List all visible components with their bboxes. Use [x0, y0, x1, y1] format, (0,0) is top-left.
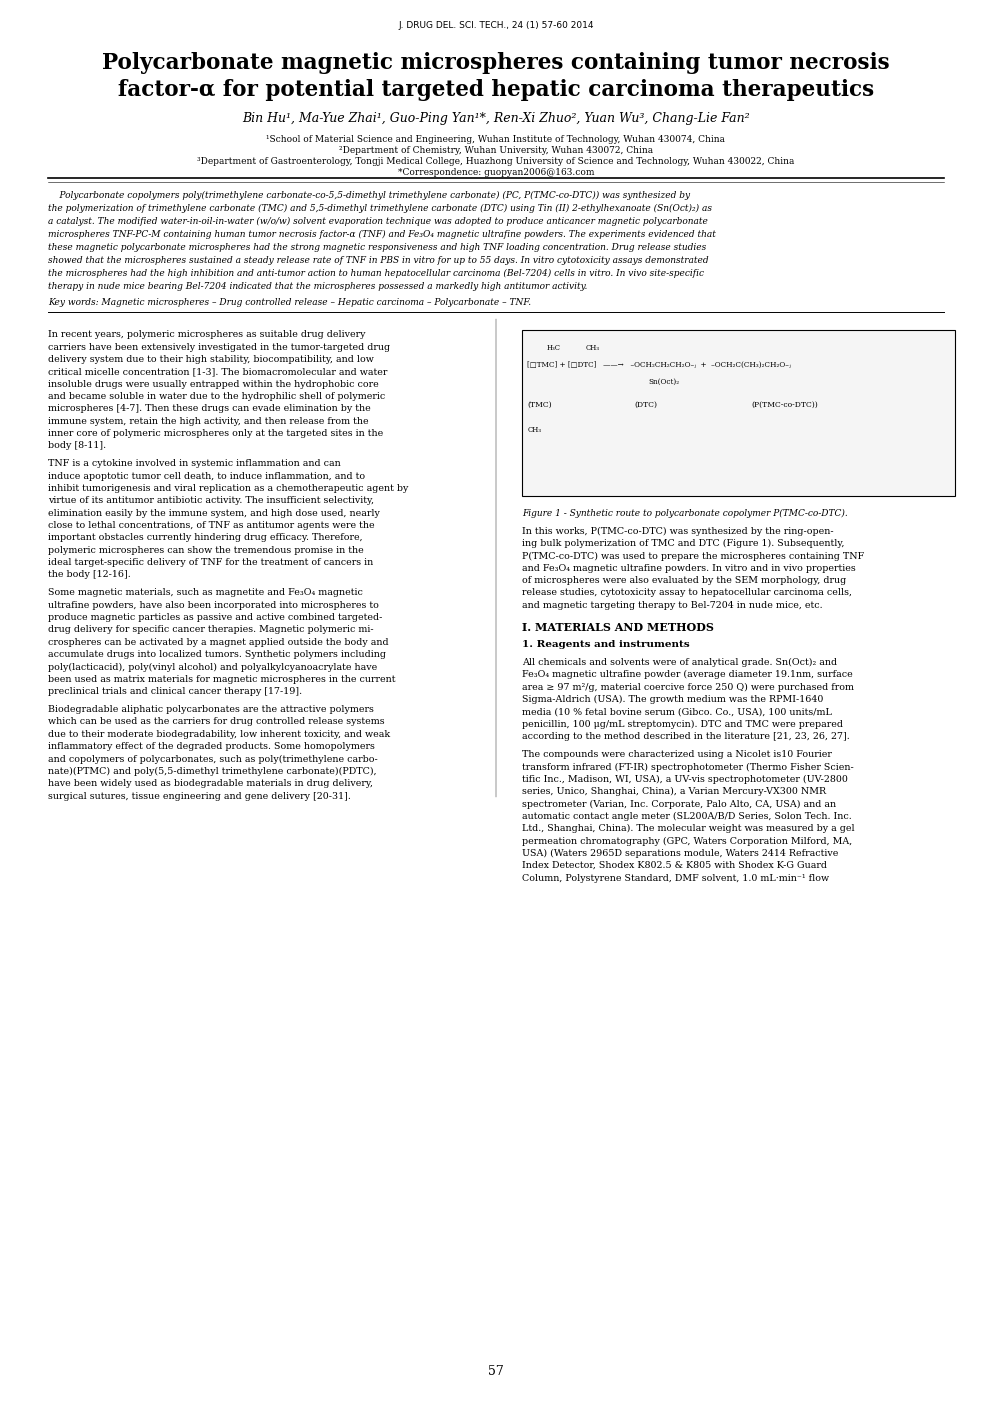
Text: inhibit tumorigenesis and viral replication as a chemotherapeutic agent by: inhibit tumorigenesis and viral replicat…	[49, 484, 409, 492]
Text: the polymerization of trimethylene carbonate (TMC) and 5,5-dimethyl trimethylene: the polymerization of trimethylene carbo…	[49, 203, 712, 213]
Text: microspheres [4-7]. Then these drugs can evade elimination by the: microspheres [4-7]. Then these drugs can…	[49, 404, 371, 414]
Text: CH₃: CH₃	[585, 344, 599, 352]
Text: according to the method described in the literature [21, 23, 26, 27].: according to the method described in the…	[522, 732, 850, 741]
Text: poly(lacticacid), poly(vinyl alcohol) and polyalkylcyanoacrylate have: poly(lacticacid), poly(vinyl alcohol) an…	[49, 662, 378, 672]
Text: Sn(Oct)₂: Sn(Oct)₂	[649, 377, 680, 386]
Text: nate)(PTMC) and poly(5,5-dimethyl trimethylene carbonate)(PDTC),: nate)(PTMC) and poly(5,5-dimethyl trimet…	[49, 767, 377, 776]
Text: Fe₃O₄ magnetic ultrafine powder (average diameter 19.1nm, surface: Fe₃O₄ magnetic ultrafine powder (average…	[522, 671, 853, 679]
Text: delivery system due to their high stability, biocompatibility, and low: delivery system due to their high stabil…	[49, 355, 374, 363]
Text: All chemicals and solvents were of analytical grade. Sn(Oct)₂ and: All chemicals and solvents were of analy…	[522, 658, 837, 668]
Text: inner core of polymeric microspheres only at the targeted sites in the: inner core of polymeric microspheres onl…	[49, 429, 384, 438]
Text: ideal target-specific delivery of TNF for the treatment of cancers in: ideal target-specific delivery of TNF fo…	[49, 558, 374, 567]
Text: have been widely used as biodegradable materials in drug delivery,: have been widely used as biodegradable m…	[49, 779, 373, 788]
Text: USA) (Waters 2965D separations module, Waters 2414 Refractive: USA) (Waters 2965D separations module, W…	[522, 849, 838, 859]
Text: (P(TMC-co-DTC)): (P(TMC-co-DTC))	[751, 400, 817, 408]
Text: [□TMC] + [□DTC]   ——→   –OCH₂CH₂CH₂O–ⱼ  +  –OCH₂C(CH₃)₂CH₂O–ⱼ: [□TMC] + [□DTC] ——→ –OCH₂CH₂CH₂O–ⱼ + –OC…	[527, 361, 791, 369]
Text: drug delivery for specific cancer therapies. Magnetic polymeric mi-: drug delivery for specific cancer therap…	[49, 626, 374, 634]
Text: P(TMC-co-DTC) was used to prepare the microspheres containing TNF: P(TMC-co-DTC) was used to prepare the mi…	[522, 551, 864, 561]
Text: close to lethal concentrations, of TNF as antitumor agents were the: close to lethal concentrations, of TNF a…	[49, 521, 375, 530]
Text: Bin Hu¹, Ma-Yue Zhai¹, Guo-Ping Yan¹*, Ren-Xi Zhuo², Yuan Wu³, Chang-Lie Fan²: Bin Hu¹, Ma-Yue Zhai¹, Guo-Ping Yan¹*, R…	[242, 112, 750, 125]
Text: ¹School of Material Science and Engineering, Wuhan Institute of Technology, Wuha: ¹School of Material Science and Engineer…	[267, 135, 725, 143]
Text: area ≥ 97 m²/g, material coercive force 250 Q) were purchased from: area ≥ 97 m²/g, material coercive force …	[522, 683, 854, 692]
Text: ³Department of Gastroenterology, Tongji Medical College, Huazhong University of : ³Department of Gastroenterology, Tongji …	[197, 157, 795, 166]
Text: these magnetic polycarbonate microspheres had the strong magnetic responsiveness: these magnetic polycarbonate microsphere…	[49, 243, 706, 253]
Text: Sigma-Aldrich (USA). The growth medium was the RPMI-1640: Sigma-Aldrich (USA). The growth medium w…	[522, 694, 823, 704]
Text: carriers have been extensively investigated in the tumor-targeted drug: carriers have been extensively investiga…	[49, 342, 391, 352]
Text: Polycarbonate copolymers poly(trimethylene carbonate-co-5,5-dimethyl trimethylen: Polycarbonate copolymers poly(trimethyle…	[49, 191, 690, 201]
Text: Column, Polystyrene Standard, DMF solvent, 1.0 mL·min⁻¹ flow: Column, Polystyrene Standard, DMF solven…	[522, 874, 829, 882]
Text: microspheres TNF-PC-M containing human tumor necrosis factor-α (TNF) and Fe₃O₄ m: microspheres TNF-PC-M containing human t…	[49, 230, 716, 239]
Text: 1. Reagents and instruments: 1. Reagents and instruments	[522, 640, 689, 648]
Text: tific Inc., Madison, WI, USA), a UV-vis spectrophotometer (UV-2800: tific Inc., Madison, WI, USA), a UV-vis …	[522, 774, 848, 784]
Text: H₃C: H₃C	[547, 344, 560, 352]
Text: which can be used as the carriers for drug controlled release systems: which can be used as the carriers for dr…	[49, 717, 385, 727]
Text: release studies, cytotoxicity assay to hepatocellular carcinoma cells,: release studies, cytotoxicity assay to h…	[522, 588, 852, 598]
Text: crospheres can be activated by a magnet applied outside the body and: crospheres can be activated by a magnet …	[49, 638, 389, 647]
Text: The compounds were characterized using a Nicolet is10 Fourier: The compounds were characterized using a…	[522, 751, 832, 759]
Text: insoluble drugs were usually entrapped within the hydrophobic core: insoluble drugs were usually entrapped w…	[49, 380, 379, 389]
Text: media (10 % fetal bovine serum (Gibco. Co., USA), 100 units/mL: media (10 % fetal bovine serum (Gibco. C…	[522, 707, 832, 717]
Text: Biodegradable aliphatic polycarbonates are the attractive polymers: Biodegradable aliphatic polycarbonates a…	[49, 706, 374, 714]
FancyBboxPatch shape	[522, 330, 955, 495]
Text: transform infrared (FT-IR) spectrophotometer (Thermo Fisher Scien-: transform infrared (FT-IR) spectrophotom…	[522, 762, 854, 772]
Text: Index Detector, Shodex K802.5 & K805 with Shodex K-G Guard: Index Detector, Shodex K802.5 & K805 wit…	[522, 861, 827, 870]
Text: J. DRUG DEL. SCI. TECH., 24 (1) 57-60 2014: J. DRUG DEL. SCI. TECH., 24 (1) 57-60 20…	[398, 21, 594, 29]
Text: inflammatory effect of the degraded products. Some homopolymers: inflammatory effect of the degraded prod…	[49, 742, 375, 751]
Text: important obstacles currently hindering drug efficacy. Therefore,: important obstacles currently hindering …	[49, 533, 363, 543]
Text: Some magnetic materials, such as magnetite and Fe₃O₄ magnetic: Some magnetic materials, such as magneti…	[49, 588, 363, 598]
Text: accumulate drugs into localized tumors. Synthetic polymers including: accumulate drugs into localized tumors. …	[49, 650, 386, 659]
Text: 57: 57	[488, 1365, 504, 1378]
Text: immune system, retain the high activity, and then release from the: immune system, retain the high activity,…	[49, 417, 369, 425]
Text: ²Department of Chemistry, Wuhan University, Wuhan 430072, China: ²Department of Chemistry, Wuhan Universi…	[339, 146, 653, 154]
Text: I. MATERIALS AND METHODS: I. MATERIALS AND METHODS	[522, 622, 714, 633]
Text: ing bulk polymerization of TMC and DTC (Figure 1). Subsequently,: ing bulk polymerization of TMC and DTC (…	[522, 539, 845, 549]
Text: In recent years, polymeric microspheres as suitable drug delivery: In recent years, polymeric microspheres …	[49, 330, 366, 340]
Text: series, Unico, Shanghai, China), a Varian Mercury-VX300 NMR: series, Unico, Shanghai, China), a Varia…	[522, 787, 826, 797]
Text: and magnetic targeting therapy to Bel-7204 in nude mice, etc.: and magnetic targeting therapy to Bel-72…	[522, 600, 823, 610]
Text: critical micelle concentration [1-3]. The biomacromolecular and water: critical micelle concentration [1-3]. Th…	[49, 368, 388, 376]
Text: polymeric microspheres can show the tremendous promise in the: polymeric microspheres can show the trem…	[49, 546, 364, 554]
Text: induce apoptotic tumor cell death, to induce inflammation, and to: induce apoptotic tumor cell death, to in…	[49, 471, 365, 481]
Text: produce magnetic particles as passive and active combined targeted-: produce magnetic particles as passive an…	[49, 613, 383, 622]
Text: body [8-11].: body [8-11].	[49, 442, 106, 450]
Text: due to their moderate biodegradability, low inherent toxicity, and weak: due to their moderate biodegradability, …	[49, 730, 391, 739]
Text: penicillin, 100 μg/mL streptomycin). DTC and TMC were prepared: penicillin, 100 μg/mL streptomycin). DTC…	[522, 720, 843, 730]
Text: preclinical trials and clinical cancer therapy [17-19].: preclinical trials and clinical cancer t…	[49, 687, 303, 696]
Text: TNF is a cytokine involved in systemic inflammation and can: TNF is a cytokine involved in systemic i…	[49, 459, 341, 469]
Text: the body [12-16].: the body [12-16].	[49, 571, 131, 579]
Text: and Fe₃O₄ magnetic ultrafine powders. In vitro and in vivo properties: and Fe₃O₄ magnetic ultrafine powders. In…	[522, 564, 856, 572]
Text: of microspheres were also evaluated by the SEM morphology, drug: of microspheres were also evaluated by t…	[522, 577, 846, 585]
Text: Key words: Magnetic microspheres – Drug controlled release – Hepatic carcinoma –: Key words: Magnetic microspheres – Drug …	[49, 297, 532, 307]
Text: permeation chromatography (GPC, Waters Corporation Milford, MA,: permeation chromatography (GPC, Waters C…	[522, 836, 852, 846]
Text: and copolymers of polycarbonates, such as poly(trimethylene carbo-: and copolymers of polycarbonates, such a…	[49, 755, 378, 763]
Text: (DTC): (DTC)	[634, 400, 657, 408]
Text: a catalyst. The modified water-in-oil-in-water (w/o/w) solvent evaporation techn: a catalyst. The modified water-in-oil-in…	[49, 217, 708, 226]
Text: the microspheres had the high inhibition and anti-tumor action to human hepatoce: the microspheres had the high inhibition…	[49, 269, 704, 278]
Text: Ltd., Shanghai, China). The molecular weight was measured by a gel: Ltd., Shanghai, China). The molecular we…	[522, 824, 855, 833]
Text: Figure 1 - Synthetic route to polycarbonate copolymer P(TMC-co-DTC).: Figure 1 - Synthetic route to polycarbon…	[522, 508, 848, 518]
Text: In this works, P(TMC-co-DTC) was synthesized by the ring-open-: In this works, P(TMC-co-DTC) was synthes…	[522, 526, 834, 536]
Text: automatic contact angle meter (SL200A/B/D Series, Solon Tech. Inc.: automatic contact angle meter (SL200A/B/…	[522, 812, 852, 821]
Text: therapy in nude mice bearing Bel-7204 indicated that the microspheres possessed : therapy in nude mice bearing Bel-7204 in…	[49, 282, 587, 292]
Text: surgical sutures, tissue engineering and gene delivery [20-31].: surgical sutures, tissue engineering and…	[49, 791, 351, 801]
Text: and became soluble in water due to the hydrophilic shell of polymeric: and became soluble in water due to the h…	[49, 391, 386, 401]
Text: been used as matrix materials for magnetic microspheres in the current: been used as matrix materials for magnet…	[49, 675, 396, 683]
Text: Polycarbonate magnetic microspheres containing tumor necrosis: Polycarbonate magnetic microspheres cont…	[102, 52, 890, 74]
Text: *Correspondence: guopyan2006@163.com: *Correspondence: guopyan2006@163.com	[398, 168, 594, 177]
Text: CH₃: CH₃	[527, 425, 542, 434]
Text: virtue of its antitumor antibiotic activity. The insufficient selectivity,: virtue of its antitumor antibiotic activ…	[49, 497, 374, 505]
Text: spectrometer (Varian, Inc. Corporate, Palo Alto, CA, USA) and an: spectrometer (Varian, Inc. Corporate, Pa…	[522, 800, 836, 808]
Text: (TMC): (TMC)	[527, 400, 552, 408]
Text: ultrafine powders, have also been incorporated into microspheres to: ultrafine powders, have also been incorp…	[49, 600, 379, 610]
Text: showed that the microspheres sustained a steady release rate of TNF in PBS in vi: showed that the microspheres sustained a…	[49, 255, 709, 265]
Text: factor-α for potential targeted hepatic carcinoma therapeutics: factor-α for potential targeted hepatic …	[118, 79, 874, 101]
Text: elimination easily by the immune system, and high dose used, nearly: elimination easily by the immune system,…	[49, 509, 380, 518]
